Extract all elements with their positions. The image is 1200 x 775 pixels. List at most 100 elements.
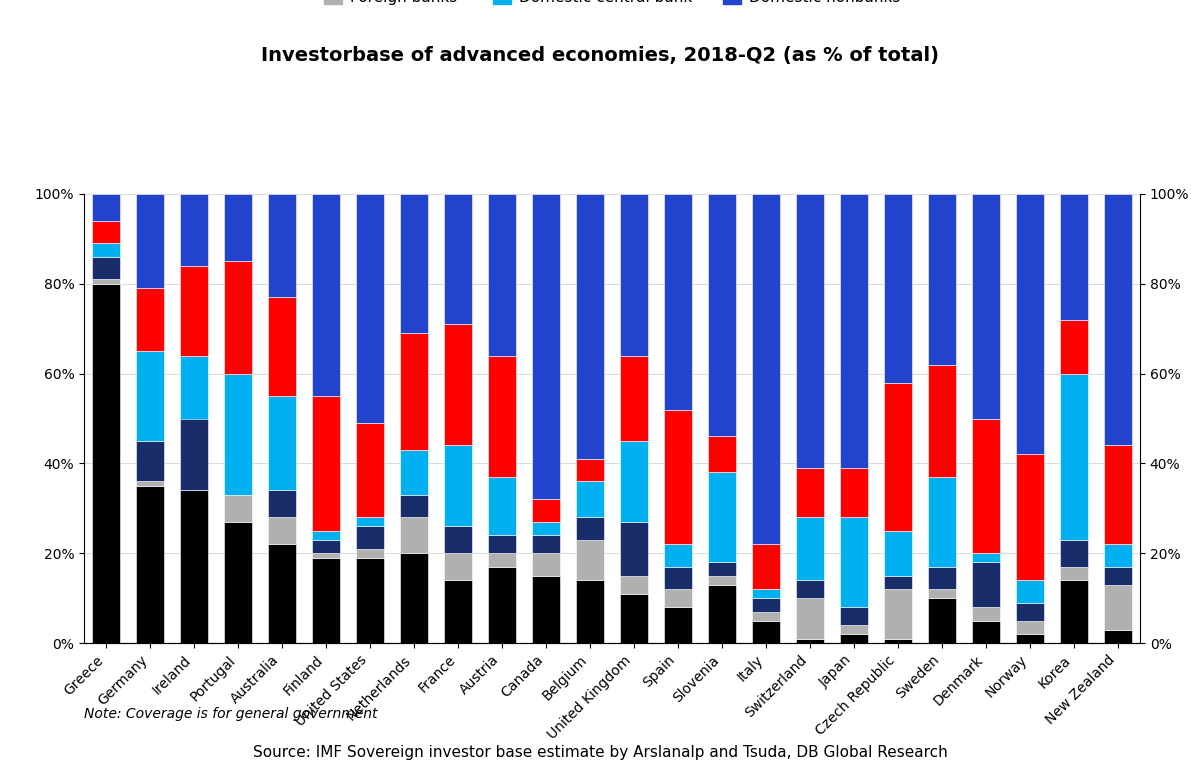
Bar	[664, 567, 692, 589]
Bar	[619, 594, 648, 643]
Bar	[576, 459, 605, 481]
Bar	[487, 553, 516, 567]
Bar	[928, 364, 956, 477]
Bar	[400, 495, 428, 518]
Bar	[355, 194, 384, 423]
Bar	[312, 194, 341, 396]
Bar	[928, 477, 956, 567]
Bar	[708, 563, 737, 576]
Bar	[708, 585, 737, 643]
Bar	[1104, 544, 1133, 567]
Bar	[619, 356, 648, 441]
Bar	[268, 297, 296, 396]
Bar	[972, 621, 1001, 643]
Bar	[136, 351, 164, 441]
Bar	[796, 468, 824, 518]
Bar	[1060, 194, 1088, 319]
Bar	[708, 194, 737, 436]
Bar	[444, 580, 473, 643]
Bar	[268, 544, 296, 643]
Bar	[91, 284, 120, 643]
Bar	[1060, 540, 1088, 567]
Bar	[664, 589, 692, 608]
Bar	[751, 194, 780, 544]
Bar	[796, 518, 824, 580]
Bar	[1015, 454, 1044, 580]
Bar	[796, 194, 824, 468]
Bar	[576, 481, 605, 518]
Bar	[928, 598, 956, 643]
Bar	[576, 580, 605, 643]
Bar	[972, 194, 1001, 418]
Bar	[91, 257, 120, 279]
Bar	[400, 518, 428, 553]
Bar	[619, 576, 648, 594]
Bar	[180, 266, 209, 356]
Bar	[532, 553, 560, 576]
Bar	[400, 194, 428, 333]
Bar	[840, 194, 869, 468]
Bar	[487, 477, 516, 536]
Bar	[487, 567, 516, 643]
Bar	[751, 544, 780, 589]
Bar	[355, 423, 384, 518]
Bar	[840, 518, 869, 608]
Bar	[883, 589, 912, 639]
Bar	[664, 409, 692, 544]
Text: Note: Coverage is for general government: Note: Coverage is for general government	[84, 707, 378, 721]
Bar	[444, 194, 473, 324]
Bar	[91, 221, 120, 243]
Bar	[1015, 621, 1044, 634]
Bar	[91, 243, 120, 257]
Bar	[136, 481, 164, 486]
Bar	[268, 491, 296, 518]
Bar	[532, 576, 560, 643]
Bar	[532, 194, 560, 499]
Bar	[532, 536, 560, 553]
Bar	[928, 194, 956, 364]
Bar	[972, 563, 1001, 608]
Bar	[223, 194, 252, 261]
Bar	[91, 279, 120, 284]
Bar	[1060, 580, 1088, 643]
Bar	[840, 468, 869, 518]
Bar	[355, 518, 384, 526]
Bar	[751, 589, 780, 598]
Text: Investorbase of advanced economies, 2018-Q2 (as % of total): Investorbase of advanced economies, 2018…	[262, 46, 940, 66]
Legend: Foreign official, Foreign banks, Foreign nonbanks, Domestic central bank, Domest: Foreign official, Foreign banks, Foreign…	[324, 0, 900, 5]
Text: Source: IMF Sovereign investor base estimate by Arslanalp and Tsuda, DB Global R: Source: IMF Sovereign investor base esti…	[253, 745, 947, 760]
Bar	[972, 553, 1001, 563]
Bar	[1015, 603, 1044, 621]
Bar	[619, 522, 648, 576]
Bar	[664, 544, 692, 567]
Bar	[444, 553, 473, 580]
Bar	[223, 374, 252, 495]
Bar	[708, 576, 737, 585]
Bar	[223, 261, 252, 374]
Bar	[883, 194, 912, 383]
Bar	[708, 436, 737, 473]
Bar	[223, 495, 252, 522]
Bar	[708, 473, 737, 563]
Bar	[400, 450, 428, 495]
Bar	[1104, 585, 1133, 630]
Bar	[883, 531, 912, 576]
Bar	[1015, 194, 1044, 454]
Bar	[796, 580, 824, 598]
Bar	[444, 446, 473, 526]
Bar	[664, 608, 692, 643]
Bar	[972, 608, 1001, 621]
Bar	[312, 540, 341, 553]
Bar	[576, 194, 605, 459]
Bar	[487, 194, 516, 356]
Bar	[136, 441, 164, 481]
Bar	[840, 634, 869, 643]
Bar	[180, 418, 209, 491]
Bar	[664, 194, 692, 409]
Bar	[1015, 634, 1044, 643]
Bar	[532, 499, 560, 522]
Bar	[355, 526, 384, 549]
Bar	[576, 540, 605, 580]
Bar	[91, 194, 120, 221]
Bar	[400, 333, 428, 450]
